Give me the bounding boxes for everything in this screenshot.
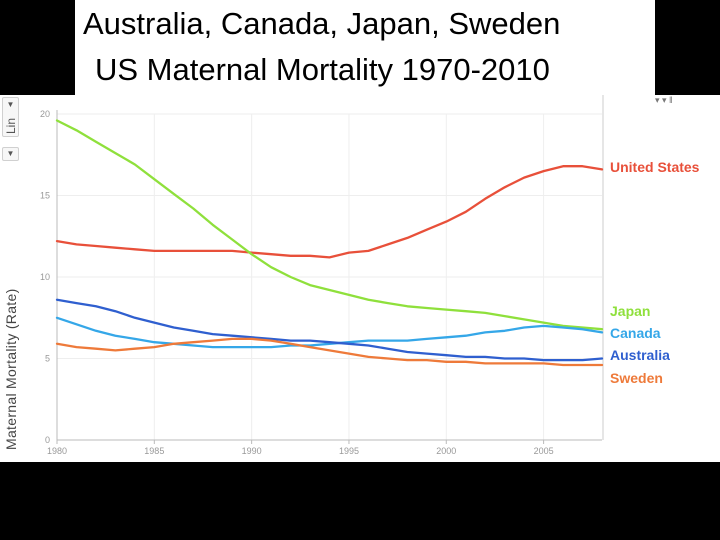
chevron-down-icon: ▼ [6, 100, 15, 109]
x-tick-label: 2005 [534, 446, 554, 456]
series-label: Sweden [610, 370, 663, 386]
y-tick-label: 5 [45, 354, 50, 364]
top-right-controls[interactable]: ▾ ▾ ‖ [655, 95, 720, 107]
title-line-2: US Maternal Mortality 1970-2010 [95, 52, 550, 87]
series-line-canada [55, 316, 604, 349]
title-line-1: Australia, Canada, Japan, Sweden [83, 6, 561, 41]
series-label: Australia [610, 347, 670, 363]
x-tick-label: 1985 [144, 446, 164, 456]
y-tick-label: 0 [45, 435, 50, 445]
series-label: Japan [610, 303, 650, 319]
x-tick-label: 1980 [47, 446, 67, 456]
title-banner: Australia, Canada, Japan, Sweden US Mate… [75, 0, 655, 95]
x-tick-label: 1990 [242, 446, 262, 456]
y-tick-label: 20 [40, 109, 50, 119]
settings-icons: ▾ ▾ ‖ [655, 95, 673, 105]
series-label: United States [610, 159, 700, 175]
x-tick-label: 1995 [339, 446, 359, 456]
series-line-japan [55, 119, 604, 331]
ylabel-selector[interactable]: ▼ [2, 147, 19, 161]
chevron-down-icon: ▼ [6, 149, 15, 158]
axis-control-strip: ▼ Lin ▼ [0, 95, 22, 462]
y-tick-label: 10 [40, 272, 50, 282]
y-tick-label: 15 [40, 191, 50, 201]
series-line-sweden [55, 337, 604, 367]
series-line-united-states [55, 165, 604, 259]
series-label: Canada [610, 325, 661, 341]
scale-selector[interactable]: ▼ Lin [2, 97, 19, 137]
series-line-australia [55, 298, 604, 362]
x-tick-label: 2000 [436, 446, 456, 456]
